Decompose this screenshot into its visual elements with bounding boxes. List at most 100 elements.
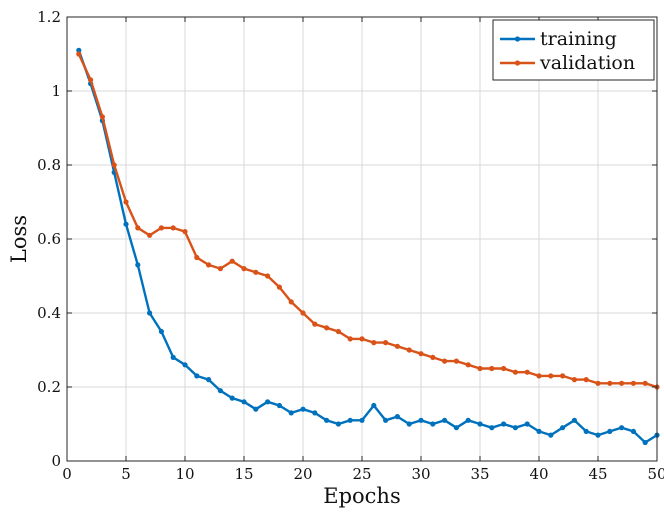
validation-point xyxy=(371,340,377,346)
series-lines xyxy=(76,47,660,446)
training-point xyxy=(560,425,566,431)
validation-point xyxy=(229,258,235,264)
training-point xyxy=(477,421,483,427)
training-line xyxy=(77,49,658,444)
training-point xyxy=(300,406,306,412)
validation-point xyxy=(394,343,400,349)
validation-point xyxy=(253,269,259,275)
training-point xyxy=(347,417,353,423)
validation-point xyxy=(265,273,271,279)
x-tick-label: 25 xyxy=(352,465,371,483)
validation-point xyxy=(512,369,519,375)
legend-marker-validation xyxy=(514,60,521,66)
validation-point xyxy=(147,232,153,238)
x-tick-label: 0 xyxy=(62,465,72,483)
training-point xyxy=(383,417,389,423)
x-tick-label: 40 xyxy=(529,465,548,483)
training-point xyxy=(571,417,578,423)
legend-box xyxy=(492,19,655,81)
validation-point xyxy=(406,347,412,353)
training-point xyxy=(536,428,542,434)
training-point xyxy=(123,221,129,227)
training-point xyxy=(430,421,436,427)
y-axis-label: Loss xyxy=(7,215,31,263)
validation-point xyxy=(442,358,448,364)
training-point xyxy=(489,425,495,431)
training-point xyxy=(288,410,294,416)
validation-point xyxy=(170,225,176,231)
validation-point xyxy=(489,365,495,372)
validation-point xyxy=(276,284,282,290)
validation-point xyxy=(135,225,141,231)
validation-point xyxy=(571,377,578,383)
validation-point xyxy=(630,380,637,386)
grid-lines xyxy=(66,16,658,462)
training-point xyxy=(194,373,200,379)
training-point xyxy=(276,402,282,409)
training-point xyxy=(406,421,412,427)
validation-point xyxy=(430,354,436,360)
y-tick-label: 1.2 xyxy=(37,8,61,26)
validation-point xyxy=(607,380,613,386)
training-point xyxy=(147,310,153,316)
validation-point xyxy=(324,325,330,331)
x-tick-label: 15 xyxy=(234,465,253,483)
x-tick-label: 20 xyxy=(293,465,312,483)
x-tick-label: 50 xyxy=(647,465,664,483)
validation-point xyxy=(111,162,117,168)
validation-point xyxy=(583,377,589,383)
x-tick-label: 45 xyxy=(588,465,607,483)
training-point xyxy=(217,388,223,394)
training-point xyxy=(359,417,365,423)
x-axis-label: Epochs xyxy=(323,484,400,508)
y-tick-label: 0.6 xyxy=(37,230,61,248)
validation-point xyxy=(288,299,294,305)
validation-point xyxy=(453,358,459,364)
y-tick-label: 1 xyxy=(51,82,61,100)
training-point xyxy=(312,410,318,416)
training-series xyxy=(76,47,660,446)
validation-point xyxy=(595,380,601,386)
training-point xyxy=(371,402,377,409)
x-tick-label: 30 xyxy=(411,465,430,483)
validation-point xyxy=(619,380,625,386)
legend-label-validation: validation xyxy=(539,52,635,74)
y-tick-label: 0.4 xyxy=(37,304,61,322)
training-point xyxy=(324,417,330,423)
x-tick-label: 10 xyxy=(175,465,194,483)
legend-label-training: training xyxy=(540,28,617,50)
validation-point xyxy=(335,328,341,335)
validation-point xyxy=(241,266,247,272)
validation-point xyxy=(182,229,188,235)
training-point xyxy=(135,262,141,268)
validation-point xyxy=(524,369,530,375)
validation-point xyxy=(536,373,542,379)
validation-point xyxy=(194,254,200,261)
validation-point xyxy=(158,225,164,231)
training-point xyxy=(630,428,637,434)
validation-point xyxy=(300,310,306,316)
legend-marker-training xyxy=(514,36,521,42)
x-tick-label: 35 xyxy=(470,465,489,483)
training-point xyxy=(253,406,259,412)
training-point xyxy=(607,428,613,434)
training-point xyxy=(394,414,400,420)
y-tick-label: 0 xyxy=(51,452,61,470)
training-point xyxy=(524,421,530,427)
training-point xyxy=(442,417,448,423)
validation-point xyxy=(359,336,365,342)
validation-point xyxy=(76,51,82,57)
training-point xyxy=(182,362,188,368)
validation-point xyxy=(418,351,424,357)
training-point xyxy=(265,399,271,405)
validation-point xyxy=(548,373,554,379)
validation-point xyxy=(123,199,129,205)
training-point xyxy=(642,439,648,446)
training-point xyxy=(206,377,212,383)
training-point xyxy=(241,399,247,405)
validation-point xyxy=(206,262,212,268)
training-point xyxy=(548,432,554,438)
validation-point xyxy=(383,340,389,346)
